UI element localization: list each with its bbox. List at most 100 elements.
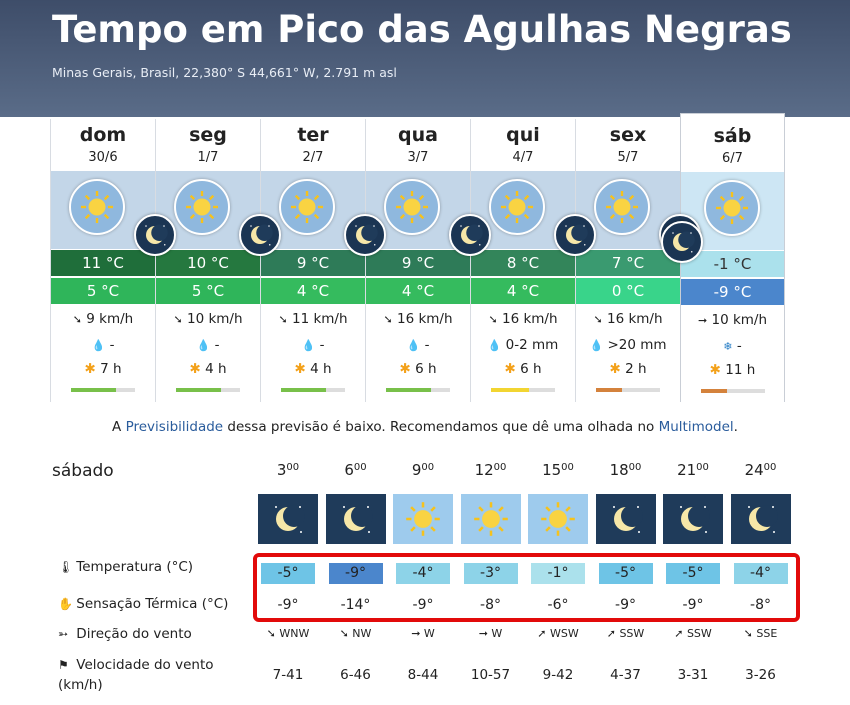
night-weather-icon [661, 221, 703, 263]
temp-value: -9° [345, 565, 366, 581]
predictability-link[interactable]: Previsibilidade [125, 419, 224, 435]
day-precip-value: - [736, 338, 742, 354]
hourly-wind-direction: ➘ SSE [731, 627, 791, 640]
direction-value: SSE [756, 627, 778, 640]
hour-label: 1200 [461, 461, 521, 479]
hourly-temperature: -5° [666, 563, 720, 584]
note-middle: dessa previsão é baixo. Recomendamos que… [223, 419, 659, 435]
predictability-bar [701, 389, 765, 393]
night-weather-icon [554, 214, 596, 256]
hourly-wind-speed: 4-37 [596, 667, 656, 683]
predictability-bar-fill [281, 388, 326, 392]
sun-icon [528, 494, 588, 544]
hourly-wind-speed: 3-31 [663, 667, 723, 683]
direction-value: W [491, 627, 503, 640]
hourly-feels-like: -6° [531, 597, 585, 613]
wind-direction-arrow-icon: ➚ [537, 627, 547, 640]
day-column-qua[interactable]: qua 3/7 9 °C 4 °C ➘ 16 km/h 💧 - ✱ 6 h [365, 119, 491, 402]
hourly-wind-direction: ➚ SSW [663, 627, 723, 640]
sun-icon [460, 494, 521, 544]
day-max-temp: 9 °C [366, 250, 470, 276]
location-subtitle: Minas Gerais, Brasil, 22,380° S 44,661° … [52, 65, 397, 80]
feels-value: -8° [750, 597, 771, 613]
note-suffix: . [733, 419, 738, 435]
hourly-temperature: -9° [328, 563, 383, 584]
day-date: 1/7 [197, 150, 219, 165]
day-date: 3/7 [407, 150, 429, 165]
thermometer-icon: 🌡 [58, 560, 74, 574]
hourly-feels-like: -9° [599, 597, 653, 613]
wind-arrow-icon: ➘ [278, 313, 288, 326]
day-sun: ✱ 11 h [681, 362, 784, 378]
hour-label: 2400 [731, 461, 791, 479]
hour-value: 9 [411, 461, 422, 479]
speed-value: 7-41 [272, 667, 304, 683]
hour-value: 15 [542, 461, 562, 479]
speed-value: 3-26 [745, 667, 776, 683]
day-min-temp: 0 °C [576, 278, 680, 304]
sun-hours-icon: ✱ [504, 361, 516, 377]
day-column-sex[interactable]: sex 5/7 7 °C 0 °C ➘ 16 km/h 💧 >20 mm ✱ 2 h [575, 119, 701, 402]
night-weather-icon [134, 214, 176, 256]
day-column-qui[interactable]: qui 4/7 8 °C 4 °C ➘ 16 km/h 💧 0-2 mm ✱ 6 h [470, 119, 596, 402]
sun-hours-icon: ✱ [709, 362, 721, 378]
day-column-seg[interactable]: seg 1/7 10 °C 5 °C ➘ 10 km/h 💧 - ✱ 4 h [155, 119, 281, 402]
feels-value: -9° [615, 597, 636, 613]
hour-minutes: 00 [493, 462, 507, 473]
raindrop-icon: 💧 [91, 339, 106, 352]
page-title: Tempo em Pico das Agulhas Negras [52, 8, 792, 51]
moon-icon [595, 494, 656, 544]
direction-value: NW [352, 627, 372, 640]
hour-label: 300 [258, 461, 318, 479]
day-weather-icons [661, 172, 784, 263]
hourly-wind-direction: ➞ W [393, 627, 453, 640]
day-weather-icon [489, 179, 545, 235]
day-sun: ✱ 7 h [51, 361, 155, 377]
raindrop-icon: 💧 [406, 339, 421, 352]
day-max-temp: 7 °C [576, 250, 680, 276]
speed-value: 3-31 [677, 667, 709, 683]
hourly-wind-direction: ➘ NW [326, 627, 386, 640]
feels-value: -6° [547, 597, 569, 613]
day-column-dom[interactable]: dom 30/6 11 °C 5 °C ➘ 9 km/h 💧 - ✱ 7 h [50, 119, 176, 402]
day-min-temp: 5 °C [156, 278, 260, 304]
note-prefix: A [112, 419, 126, 435]
day-sun-value: 6 h [415, 361, 437, 377]
hour-minutes: 00 [353, 462, 367, 473]
day-wind-value: 16 km/h [501, 311, 558, 327]
day-wind-value: 10 km/h [711, 312, 768, 328]
day-precip-value: - [424, 337, 430, 353]
predictability-bar [281, 388, 345, 392]
predictability-bar-fill [491, 388, 530, 392]
day-weather-icon [279, 179, 335, 235]
day-date: 4/7 [512, 150, 534, 165]
hour-label: 900 [393, 461, 453, 479]
hand-icon: ✋ [58, 597, 73, 611]
multimodel-link[interactable]: Multimodel [658, 419, 734, 435]
day-column-sáb[interactable]: sáb 6/7 -1 °C -9 °C ➞ 10 km/h ❄ - ✱ 11 h [661, 113, 785, 402]
hour-minutes: 00 [421, 462, 435, 473]
wind-direction-arrow-icon: ➞ [411, 627, 421, 640]
day-name: qui [506, 124, 540, 146]
day-name: qua [398, 124, 438, 146]
hourly-wind-speed: 7-41 [258, 667, 318, 683]
day-weather-icon [594, 179, 650, 235]
day-weather-icon [704, 180, 760, 236]
day-forecast-strip: dom 30/6 11 °C 5 °C ➘ 9 km/h 💧 - ✱ 7 h seg 1/7 10… [50, 113, 790, 402]
day-wind: ➘ 9 km/h [51, 311, 155, 327]
hourly-feels-like: -14° [329, 597, 383, 613]
day-name: ter [297, 124, 329, 146]
day-max-temp: 8 °C [471, 250, 575, 276]
day-wind-value: 9 km/h [86, 311, 134, 327]
day-precip-value: - [319, 337, 325, 353]
sun-hours-icon: ✱ [609, 361, 621, 377]
day-name: sáb [713, 125, 752, 147]
temp-value: -4° [750, 565, 771, 581]
hour-value: 18 [609, 461, 629, 479]
day-precip-value: 0-2 mm [505, 337, 559, 353]
hourly-day-label: sábado [52, 461, 114, 481]
hourly-feels-like: -8° [734, 597, 788, 613]
day-column-ter[interactable]: ter 2/7 9 °C 4 °C ➘ 11 km/h 💧 - ✱ 4 h [260, 119, 386, 402]
hourly-temperature: -3° [463, 563, 518, 584]
day-precip-value: - [214, 337, 220, 353]
